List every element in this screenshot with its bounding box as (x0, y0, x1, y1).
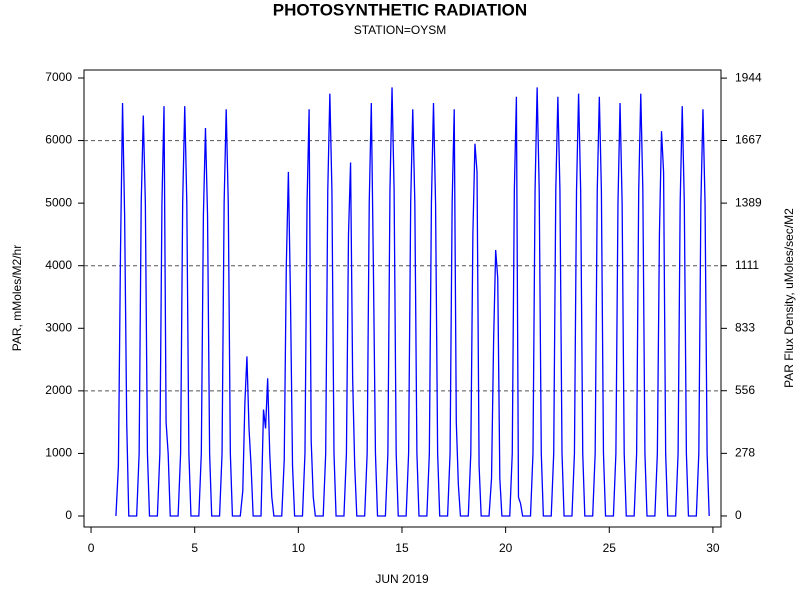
y2-tick-label: 1667 (735, 133, 762, 147)
y2-tick-label: 1944 (735, 70, 762, 84)
chart-subtitle: STATION=OYSM (354, 23, 447, 37)
data-line (115, 87, 710, 517)
x-axis-label: JUN 2019 (375, 572, 429, 586)
y2-axis-label: PAR Flux Density, uMoles/sec/M2 (782, 208, 796, 388)
x-tick-label: 5 (191, 541, 198, 555)
y-tick-label: 7000 (45, 70, 72, 84)
x-tick-label: 0 (88, 541, 95, 555)
y-tick-label: 3000 (45, 320, 72, 334)
plot-frame (83, 69, 722, 528)
y2-tick-label: 556 (735, 383, 755, 397)
y2-tick-label: 833 (735, 321, 755, 335)
y-tick-label: 1000 (45, 446, 72, 460)
x-tick-label: 15 (395, 541, 409, 555)
y2-tick-label: 1389 (735, 195, 762, 209)
x-tick-label: 30 (706, 541, 720, 555)
chart-title: PHOTOSYNTHETIC RADIATION (273, 0, 527, 19)
x-tick-label: 20 (499, 541, 513, 555)
y-tick-label: 4000 (45, 258, 72, 272)
y-tick-label: 0 (65, 508, 72, 522)
x-tick-label: 10 (292, 541, 306, 555)
y-tick-label: 6000 (45, 133, 72, 147)
y-tick-label: 5000 (45, 195, 72, 209)
y-axis-label: PAR, mMoles/M2/hr (10, 245, 24, 351)
y2-tick-label: 0 (735, 508, 742, 522)
y-tick-label: 2000 (45, 383, 72, 397)
y2-tick-label: 1111 (735, 258, 759, 272)
y2-tick-label: 278 (735, 446, 755, 460)
x-tick-label: 25 (603, 541, 617, 555)
